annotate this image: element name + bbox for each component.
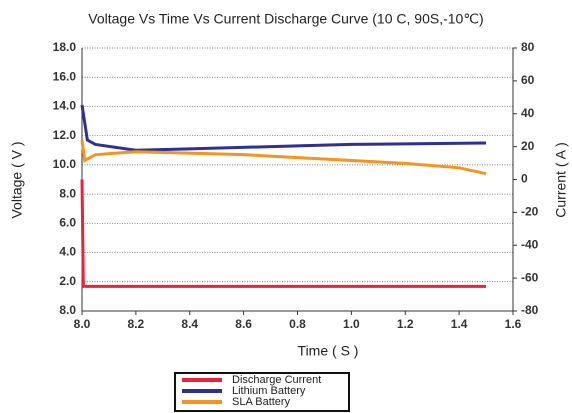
y-tick-label: 4.0 [59,245,76,259]
y2-tick-label: 20 [521,139,535,153]
legend-label: Lithium Battery [232,385,306,397]
y-tick-label: 2.0 [59,274,76,288]
y2-tick-label: -80 [521,303,539,317]
x-tick-label: 8.4 [181,317,198,331]
legend-label: Discharge Current [232,374,321,386]
series-line [80,104,487,152]
y2-tick-label: 60 [521,73,535,87]
x-tick-label: 1.4 [451,317,468,331]
x-tick-label: 1.2 [397,317,414,331]
chart-title: Voltage Vs Time Vs Current Discharge Cur… [88,11,483,27]
x-tick-label: 8.0 [74,317,91,331]
x-tick-label: 8.2 [128,317,145,331]
x-tick-label: 8.6 [235,317,252,331]
y-tick-label: 8.0 [59,303,76,317]
y-tick-label: 12.0 [53,128,77,142]
legend-box [174,372,350,412]
series-line [80,139,487,176]
y-tick-label: 10.0 [53,157,77,171]
y2-tick-label: 80 [521,40,535,54]
x-axis-label: Time ( S ) [298,343,359,359]
legend-label: SLA Battery [232,396,291,408]
y2-axis-label: Current ( A ) [553,142,569,217]
y2-tick-label: -20 [521,205,539,219]
y2-tick-label: -60 [521,270,539,284]
y-tick-label: 18.0 [53,40,77,54]
x-tick-label: 0.8 [289,317,306,331]
y-tick-label: 6.0 [59,216,76,230]
series-line [80,179,487,288]
y-tick-label: 14.0 [53,99,77,113]
y2-tick-label: 0 [521,172,528,186]
y-axis-label: Voltage ( V ) [9,141,25,218]
x-tick-label: 1.6 [505,317,522,331]
x-tick-label: 1.0 [343,317,360,331]
y-tick-label: 16.0 [53,69,77,83]
y2-tick-label: -40 [521,237,539,251]
y2-tick-label: 40 [521,106,535,120]
y-tick-label: 8.0 [59,186,76,200]
